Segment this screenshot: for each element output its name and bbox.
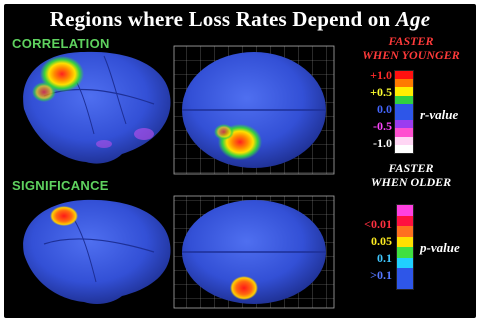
r-value-bar-segment-1: [395, 79, 413, 88]
title-text: Regions where Loss Rates Depend on: [49, 7, 396, 31]
p-value-bar-segment-4: [397, 247, 413, 258]
correlation-label: CORRELATION: [12, 36, 110, 51]
p-value-tick-0: <0.01: [364, 217, 392, 231]
r-value-tick-2: 0.0: [377, 102, 392, 116]
title-emphasis: Age: [395, 7, 431, 31]
brain-lateral-significance: [23, 199, 171, 304]
p-value-tick-1: 0.05: [371, 234, 392, 248]
r-value-bar-segment-7: [395, 128, 413, 137]
page-title: Regions where Loss Rates Depend on Age: [4, 7, 476, 32]
r-value-bar-segment-5: [395, 112, 413, 121]
r-value-color-bar: [394, 70, 414, 154]
p-value-tick-3: >0.1: [370, 268, 392, 282]
brain-renderings: [23, 45, 335, 309]
r-value-label: r-value: [420, 107, 459, 122]
brain-dorsal-significance: [173, 195, 335, 309]
r-value-bar-segment-2: [395, 87, 413, 96]
r-value-bar-segment-6: [395, 120, 413, 129]
legend-faster-older-line1: FASTER: [388, 161, 434, 175]
legend-faster-younger-line2: WHEN YOUNGER: [362, 48, 460, 62]
legend-faster-older-line2: WHEN OLDER: [370, 175, 452, 189]
brain-dorsal-correlation: [173, 45, 335, 175]
p-value-bar-segment-2: [397, 226, 413, 237]
r-value-bar-segment-8: [395, 136, 413, 145]
legend-faster-older: FASTER WHEN OLDER: [352, 161, 470, 189]
p-value-bar-segment-5: [397, 257, 413, 268]
legend-faster-younger-line1: FASTER: [388, 34, 434, 48]
r-value-bar-segment-9: [395, 144, 413, 154]
r-value-bar-segment-4: [395, 103, 413, 113]
p-value-label: p-value: [420, 240, 460, 255]
p-value-bar-segment-7: [397, 278, 413, 289]
r-value-ticks: +1.0 +0.5 0.0 -0.5 -1.0: [356, 67, 392, 152]
significance-label: SIGNIFICANCE: [12, 178, 109, 193]
p-value-color-bar: [396, 204, 414, 290]
r-value-tick-0: +1.0: [370, 68, 392, 82]
r-value-tick-3: -0.5: [373, 119, 392, 133]
legend-faster-younger: FASTER WHEN YOUNGER: [352, 34, 470, 62]
r-value-tick-4: -1.0: [373, 136, 392, 150]
r-value-bar-segment-3: [395, 95, 413, 104]
p-value-bar-segment-0: [397, 205, 413, 216]
p-value-bar-segment-3: [397, 236, 413, 247]
figure-panel: Regions where Loss Rates Depend on Age C…: [4, 4, 476, 318]
p-value-bar-segment-6: [397, 268, 413, 279]
r-value-tick-1: +0.5: [370, 85, 392, 99]
brain-lateral-correlation: [23, 51, 171, 164]
p-value-ticks: <0.01 0.05 0.1 >0.1: [348, 216, 392, 284]
r-value-bar-segment-0: [395, 71, 413, 80]
p-value-bar-segment-1: [397, 215, 413, 226]
p-value-tick-2: 0.1: [377, 251, 392, 265]
